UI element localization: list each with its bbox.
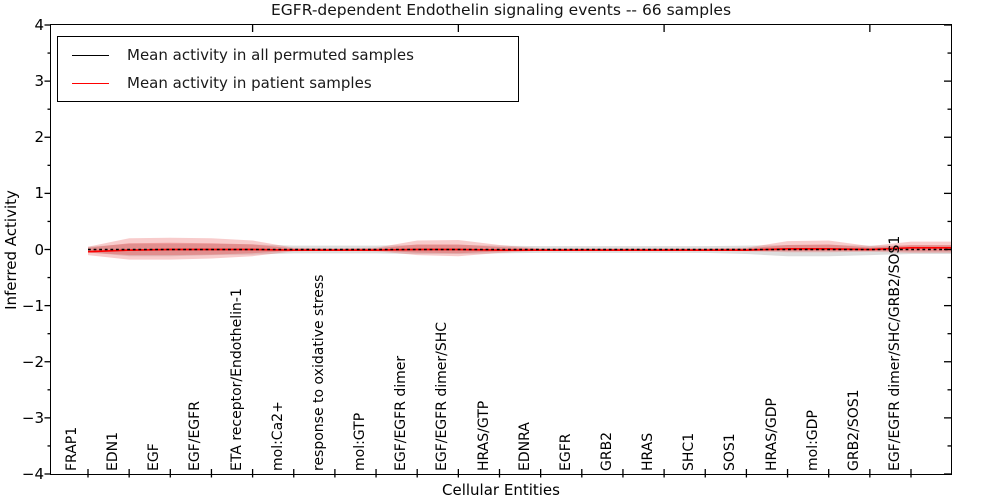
x-tick-label: SOS1: [722, 433, 739, 471]
x-tick-label: FRAP1: [64, 426, 80, 471]
x-tick-label: ETA receptor/Endothelin-1: [228, 288, 245, 471]
x-tick-label: EGFR: [557, 433, 574, 471]
x-tick-label: mol:GDP: [804, 410, 821, 471]
chart-canvas: [44, 24, 951, 478]
legend-label-permuted: Mean activity in all permuted samples: [127, 46, 414, 64]
y-tick-label: 2: [34, 128, 44, 147]
y-tick-label: 3: [34, 72, 44, 91]
patient-spread-outer-band: [88, 237, 951, 260]
x-tick-label: EDNRA: [516, 422, 533, 471]
chart-title: EGFR-dependent Endothelin signaling even…: [270, 1, 732, 19]
y-tick-label: 0: [34, 240, 44, 259]
x-tick-label: EGF/EGFR dimer/SHC/GRB2/SOS1: [887, 235, 903, 471]
x-tick-label: EDN1: [105, 431, 122, 471]
y-tick-label: −4: [21, 465, 44, 483]
y-tick-label: 1: [34, 184, 44, 203]
legend-entry-permuted: Mean activity in all permuted samples: [58, 46, 518, 64]
y-tick-label: −3: [21, 408, 44, 427]
x-tick-label: HRAS: [640, 432, 657, 471]
x-tick-label: EGF/EGFR dimer/SHC: [434, 321, 451, 471]
x-tick-label: HRAS/GDP: [763, 398, 780, 471]
y-tick-label: 4: [34, 16, 44, 34]
legend-label-patient: Mean activity in patient samples: [127, 74, 372, 92]
x-tick-label: SHC1: [681, 432, 698, 471]
x-tick-label: mol:GTP: [352, 412, 369, 471]
x-tick-label: response to oxidative stress: [310, 274, 327, 471]
x-tick-label: EGF: [146, 443, 163, 471]
x-tick-label: mol:Ca2+: [269, 401, 286, 471]
x-tick-label: GRB2/SOS1: [845, 389, 862, 471]
x-axis-label: Cellular Entities: [442, 481, 560, 499]
x-tick-label: EGF/EGFR dimer: [393, 355, 410, 471]
x-tick-label: GRB2: [598, 431, 615, 471]
legend-line-sample-patient: [72, 82, 109, 84]
legend-line-sample-permuted: [72, 54, 109, 56]
x-tick-label: HRAS/GTP: [475, 400, 492, 471]
x-tick-label: EGF/EGFR: [187, 401, 204, 471]
y-tick-label: −2: [21, 352, 44, 371]
y-tick-label: −1: [21, 296, 44, 315]
legend-entry-patient: Mean activity in patient samples: [58, 74, 518, 92]
legend: Mean activity in all permuted samples Me…: [57, 36, 519, 102]
